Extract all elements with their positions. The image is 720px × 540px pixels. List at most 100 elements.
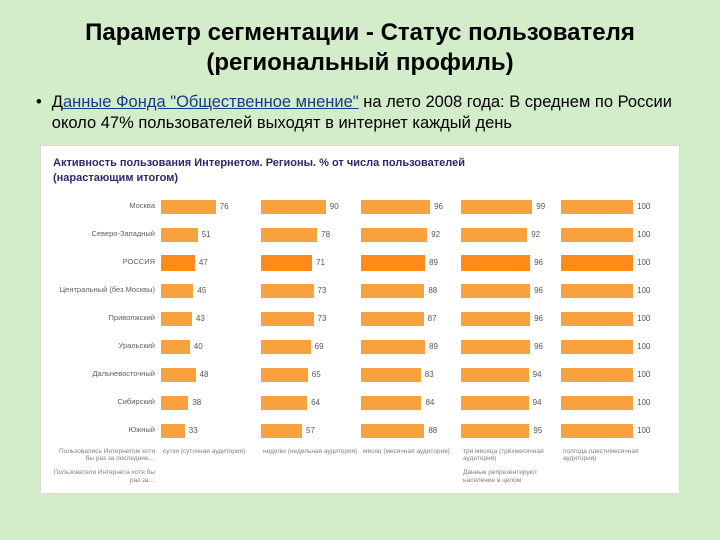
footer-cell: [261, 469, 361, 485]
bar-value: 57: [306, 426, 315, 435]
bar: [561, 312, 633, 326]
bar-cell: 100: [561, 281, 661, 301]
bullet-link[interactable]: анные Фонда "Общественное мнение": [63, 93, 359, 111]
bar-value: 96: [434, 202, 443, 211]
bar-cell: 94: [461, 365, 561, 385]
bar: [461, 424, 529, 438]
bar-cell: 99: [461, 197, 561, 217]
chart-rows: Москва76909699100Северо-Западный51789292…: [53, 196, 667, 442]
bar-cell: 65: [261, 365, 361, 385]
bar-value: 100: [637, 370, 650, 379]
footer-cells-2: Данные репрезентируют население в целом: [161, 469, 667, 485]
bar-value: 48: [200, 370, 209, 379]
bar-cell: 83: [361, 365, 461, 385]
footer-cell: неделю (недельная аудитория): [261, 448, 361, 464]
bar-value: 96: [534, 314, 543, 323]
chart-footer-2: Пользователи Интернета хотя бы раз за… Д…: [53, 469, 667, 485]
bar: [261, 255, 312, 271]
footer-cell: [161, 469, 261, 485]
row-label: РОССИЯ: [53, 258, 161, 266]
bar-cell: 45: [161, 281, 261, 301]
bar: [561, 255, 633, 271]
chart-title-line2: (нарастающим итогом): [53, 171, 667, 186]
bar-value: 83: [425, 370, 434, 379]
row-label: Центральный (без Москвы): [53, 286, 161, 294]
bar-value: 45: [197, 286, 206, 295]
bar-cell: 57: [261, 421, 361, 441]
bullet-dot: •: [36, 92, 42, 113]
bar: [561, 368, 633, 382]
row-bars: 33 57 88 95 100: [161, 421, 667, 441]
bar-cell: 96: [461, 281, 561, 301]
bar-cell: 100: [561, 421, 661, 441]
row-bars: 76909699100: [161, 197, 667, 217]
bar-cell: 100: [561, 225, 661, 245]
bar-cell: 92: [461, 225, 561, 245]
bar-value: 33: [189, 426, 198, 435]
bar: [561, 200, 633, 214]
footer-cell: месяц (месячная аудитория): [361, 448, 461, 464]
bar: [361, 284, 424, 298]
chart-footer-1: Пользовались Интернетом хотя бы раз за п…: [53, 448, 667, 464]
chart-row: Южный33578895100: [53, 420, 667, 442]
bar-value: 92: [531, 230, 540, 239]
bar-cell: 89: [361, 337, 461, 357]
bar-cell: 73: [261, 309, 361, 329]
bar: [461, 255, 530, 271]
bar: [161, 396, 188, 410]
row-bars: 51789292100: [161, 225, 667, 245]
bullet-item: • Данные Фонда "Общественное мнение" на …: [30, 92, 690, 135]
bar-value: 100: [637, 230, 650, 239]
bar-cell: 48: [161, 365, 261, 385]
bar-cell: 88: [361, 421, 461, 441]
row-bars: 40698996100: [161, 337, 667, 357]
row-bars: 38648494100: [161, 393, 667, 413]
bar-cell: 100: [561, 253, 661, 273]
bar-cell: 96: [361, 197, 461, 217]
bar-cell: 100: [561, 393, 661, 413]
row-bars: 45738896100: [161, 281, 667, 301]
footer-cell: Данные репрезентируют население в целом: [461, 469, 561, 485]
bar: [361, 424, 424, 438]
bar-value: 99: [536, 202, 545, 211]
row-label: Уральский: [53, 342, 161, 350]
bar: [161, 312, 192, 326]
bar: [161, 368, 196, 382]
bar: [261, 284, 314, 298]
chart-title: Активность пользования Интернетом. Регио…: [53, 156, 667, 186]
bar-value: 73: [318, 286, 327, 295]
bar-cell: 69: [261, 337, 361, 357]
chart-row: Северо-Западный51789292100: [53, 224, 667, 246]
bar: [261, 396, 307, 410]
footer-left-2: Пользователи Интернета хотя бы раз за…: [53, 469, 161, 485]
bar-cell: 100: [561, 365, 661, 385]
bar: [161, 200, 216, 214]
bar-cell: 96: [461, 309, 561, 329]
bar-cell: 40: [161, 337, 261, 357]
bar-value: 96: [534, 286, 543, 295]
bar-cell: 43: [161, 309, 261, 329]
bar-value: 95: [533, 426, 542, 435]
bar-value: 90: [330, 202, 339, 211]
bar-value: 76: [220, 202, 229, 211]
bar: [261, 424, 302, 438]
bar: [561, 284, 633, 298]
row-label: Дальневосточный: [53, 370, 161, 378]
chart-row: Москва76909699100: [53, 196, 667, 218]
chart-title-line1: Активность пользования Интернетом. Регио…: [53, 156, 667, 171]
bar-cell: 96: [461, 253, 561, 273]
bar-cell: 71: [261, 253, 361, 273]
bar-value: 69: [315, 342, 324, 351]
bar-value: 89: [429, 258, 438, 267]
chart-row: Приволжский43738796100: [53, 308, 667, 330]
bar-value: 43: [196, 314, 205, 323]
bar: [461, 396, 529, 410]
bar-value: 64: [311, 398, 320, 407]
bar: [361, 228, 427, 242]
chart-row: Дальневосточный 48 65 83 94 100: [53, 364, 667, 386]
bar-value: 71: [316, 258, 325, 267]
bar-value: 96: [534, 258, 543, 267]
bar: [161, 340, 190, 354]
bar: [161, 284, 193, 298]
bar: [461, 312, 530, 326]
